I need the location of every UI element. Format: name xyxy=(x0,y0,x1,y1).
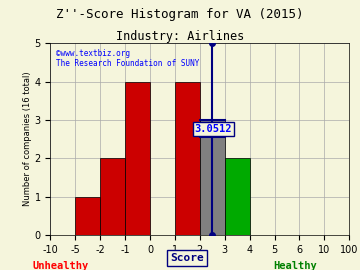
Bar xyxy=(125,82,150,235)
Text: Healthy: Healthy xyxy=(274,261,318,270)
Bar xyxy=(75,197,100,235)
Text: Industry: Airlines: Industry: Airlines xyxy=(116,30,244,43)
Text: Score: Score xyxy=(170,253,204,263)
Text: ©www.textbiz.org
The Research Foundation of SUNY: ©www.textbiz.org The Research Foundation… xyxy=(57,49,200,68)
Text: Z''-Score Histogram for VA (2015): Z''-Score Histogram for VA (2015) xyxy=(56,8,304,21)
Text: 3.0512: 3.0512 xyxy=(195,124,232,134)
Bar xyxy=(100,158,125,235)
Y-axis label: Number of companies (16 total): Number of companies (16 total) xyxy=(23,72,32,206)
Bar xyxy=(225,158,249,235)
Bar xyxy=(200,120,225,235)
Bar xyxy=(175,82,200,235)
Text: Unhealthy: Unhealthy xyxy=(32,261,89,270)
